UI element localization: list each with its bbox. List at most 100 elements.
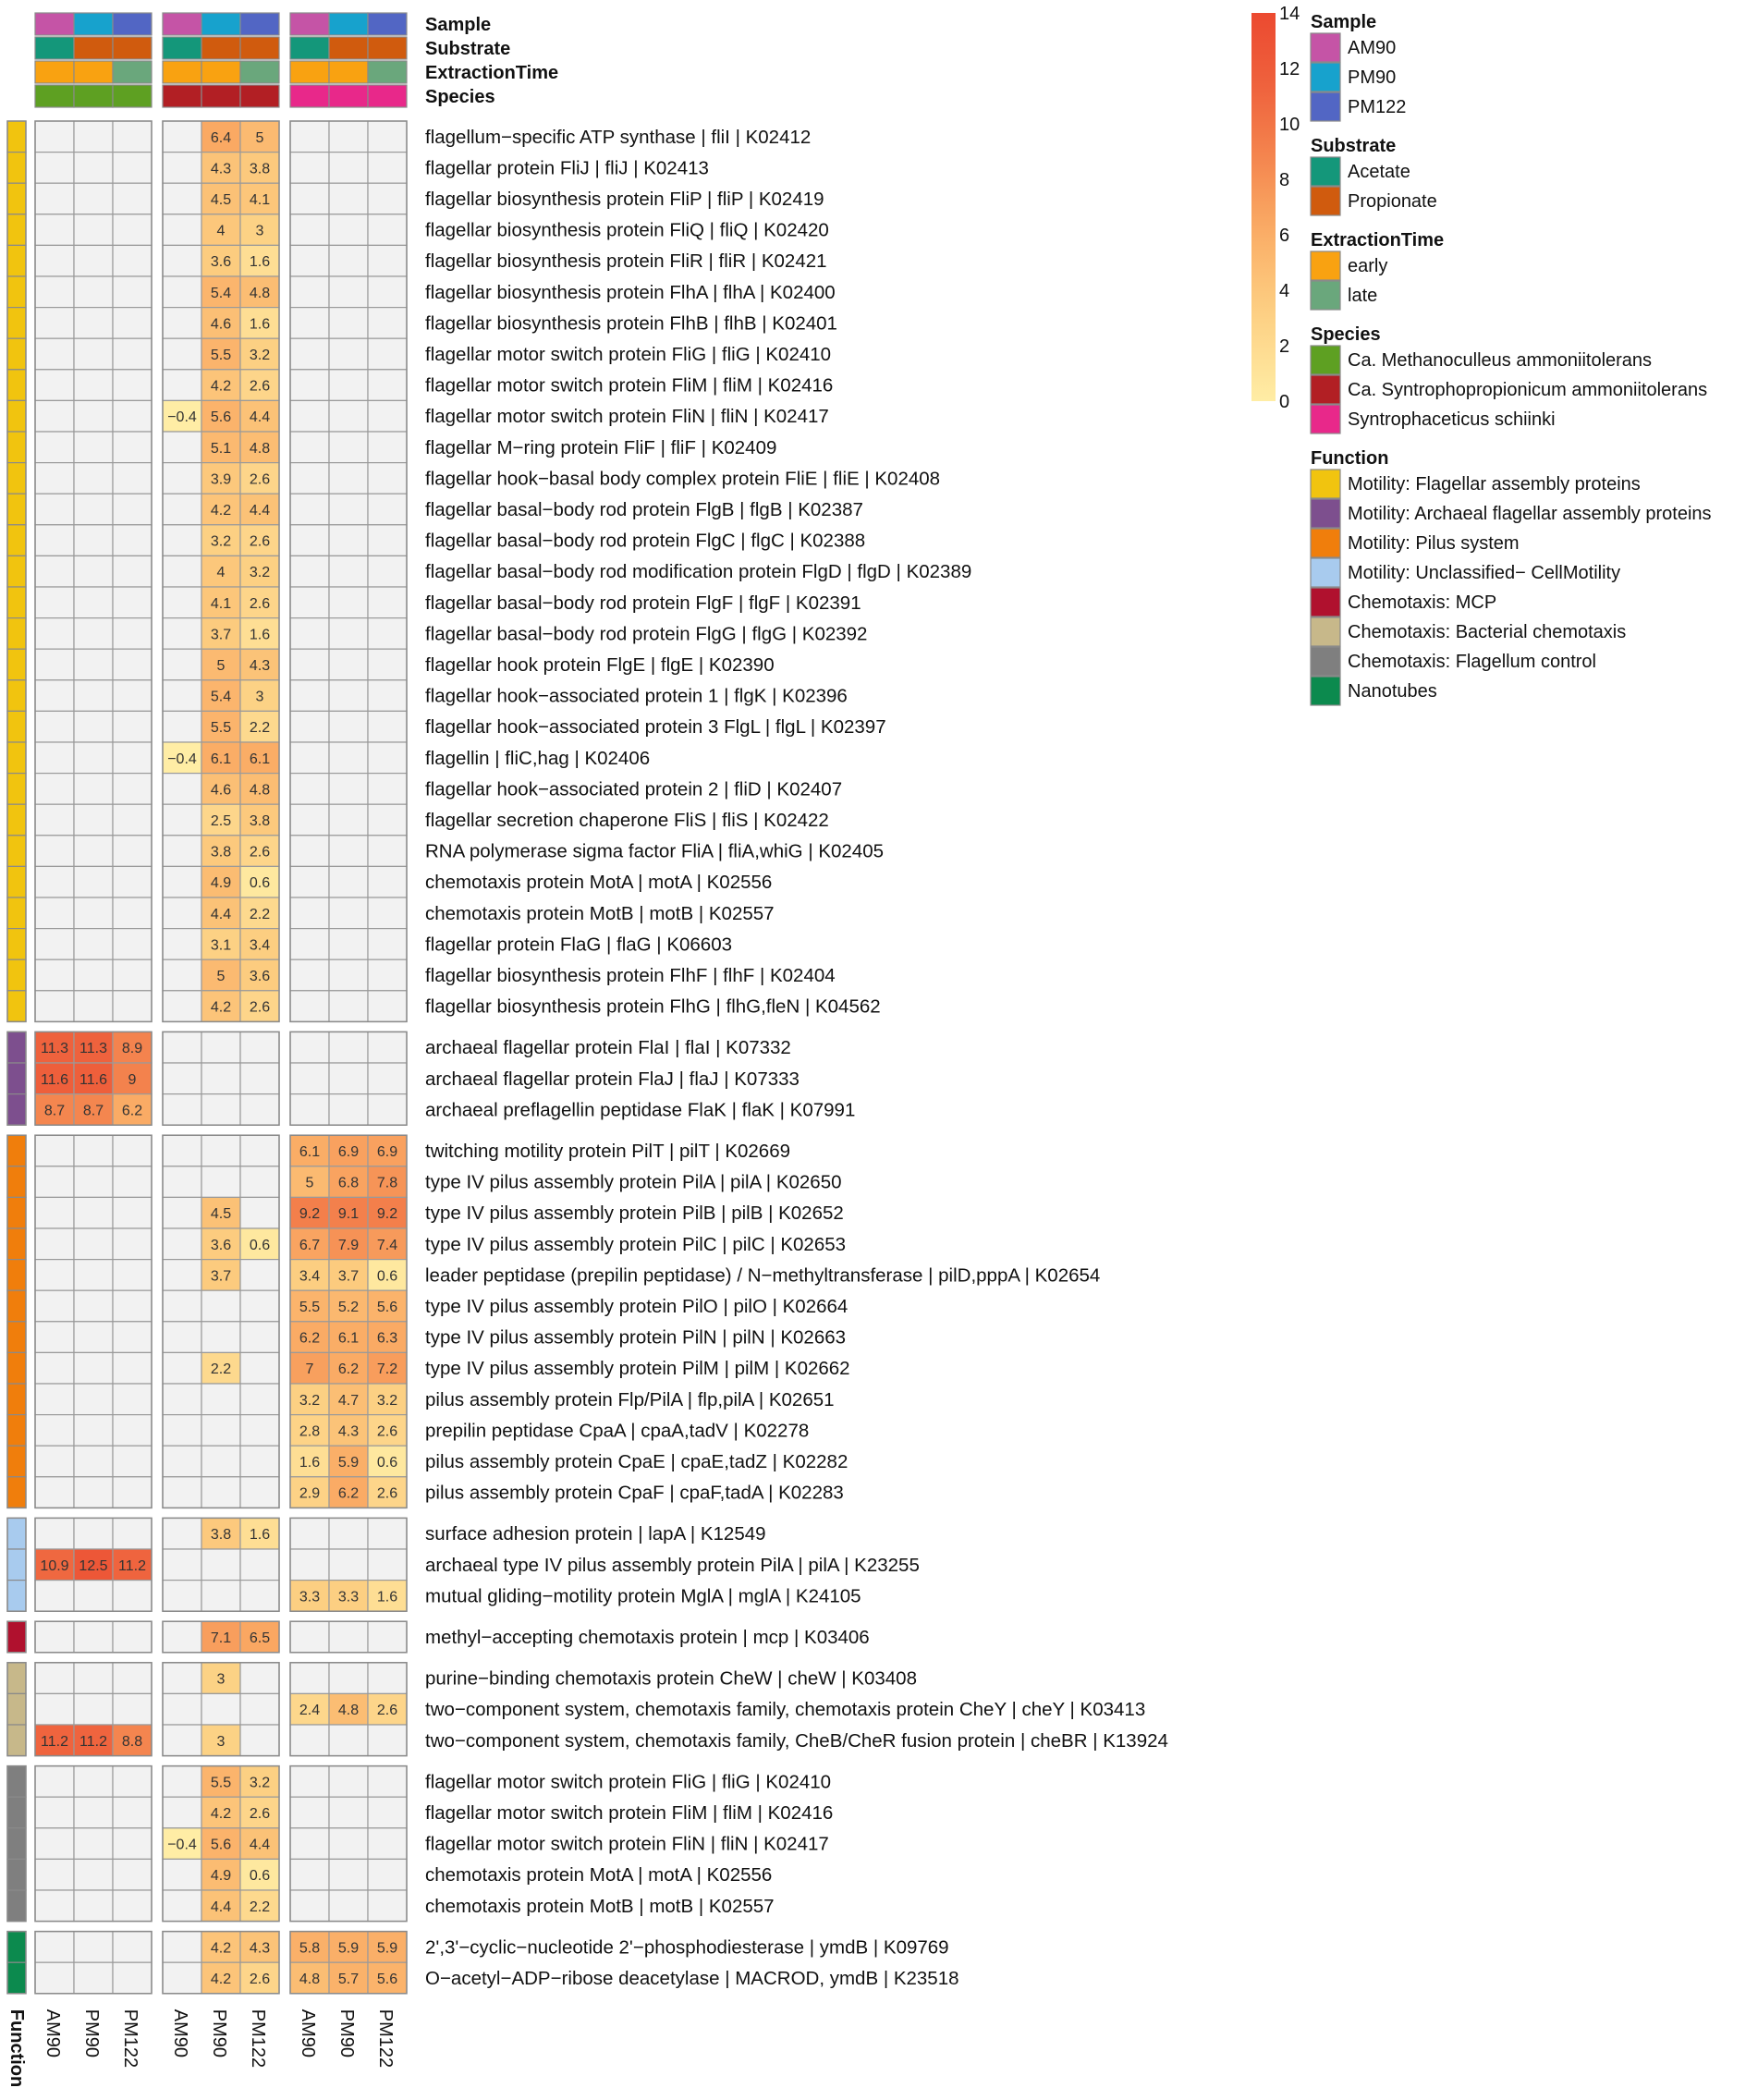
heatmap-cell bbox=[73, 1692, 114, 1726]
heatmap-cell bbox=[162, 1062, 202, 1095]
heatmap-cell bbox=[328, 1548, 369, 1581]
heatmap-cell bbox=[367, 1093, 408, 1126]
cell-value-label: 11.3 bbox=[79, 1041, 107, 1056]
cell-value-label: 7 bbox=[306, 1361, 314, 1377]
cell-value-label: 3.7 bbox=[338, 1268, 359, 1284]
heatmap-cell bbox=[162, 1620, 202, 1654]
heatmap-cell bbox=[239, 275, 280, 309]
cell-value-label: 7.4 bbox=[377, 1238, 397, 1253]
heatmap-cell bbox=[34, 710, 75, 743]
heatmap-cell bbox=[289, 1889, 330, 1923]
heatmap-cell bbox=[289, 617, 330, 650]
function-cell bbox=[6, 462, 27, 494]
function-cell bbox=[6, 369, 27, 401]
function-cell bbox=[6, 1062, 27, 1095]
heatmap-cell bbox=[162, 1931, 202, 1963]
row-label: flagellar motor switch protein FliG | fl… bbox=[425, 1771, 831, 1792]
cell-value-label: 0.6 bbox=[377, 1268, 397, 1284]
heatmap-cell bbox=[112, 617, 153, 650]
heatmap-cell bbox=[289, 337, 330, 371]
annotation-cell-species bbox=[239, 84, 280, 108]
heatmap-cell bbox=[201, 1258, 241, 1291]
cell-value-label: 3.7 bbox=[211, 1268, 231, 1284]
heatmap-cell bbox=[367, 493, 408, 526]
annotation-cell-sample bbox=[201, 12, 241, 36]
legend-item-label: Chemotaxis: Flagellum control bbox=[1348, 652, 1596, 672]
colorbar-tick-label: 0 bbox=[1279, 392, 1289, 412]
heatmap-cell bbox=[239, 1476, 280, 1509]
heatmap-cell bbox=[162, 648, 202, 681]
cell-value-label: 4.8 bbox=[299, 1972, 320, 1987]
heatmap-cell bbox=[73, 1413, 114, 1447]
cell-value-label: 11.2 bbox=[41, 1734, 68, 1750]
legend-swatch bbox=[1310, 676, 1341, 706]
heatmap-cell bbox=[328, 1692, 369, 1726]
heatmap-cell bbox=[73, 244, 114, 277]
heatmap-cell bbox=[289, 990, 330, 1023]
heatmap-cell bbox=[73, 865, 114, 898]
group-block-border bbox=[162, 1662, 280, 1757]
function-cell bbox=[6, 958, 27, 992]
heatmap-cell bbox=[239, 307, 280, 339]
cell-value-label: 6.1 bbox=[299, 1144, 320, 1160]
function-group-border bbox=[6, 1517, 27, 1612]
cell-value-label: 4 bbox=[217, 224, 226, 239]
heatmap-cell bbox=[162, 1383, 202, 1416]
heatmap-cell bbox=[34, 1134, 75, 1167]
heatmap-cell bbox=[201, 865, 241, 898]
cell-value-label: 2.5 bbox=[211, 813, 231, 829]
heatmap-cell bbox=[201, 1093, 241, 1126]
heatmap-cell bbox=[112, 524, 153, 556]
row-label: type IV pilus assembly protein PilO | pi… bbox=[425, 1296, 848, 1317]
row-label: flagellar basal−body rod protein FlgB | … bbox=[425, 499, 863, 520]
function-cell bbox=[6, 399, 27, 433]
heatmap-cell bbox=[201, 1134, 241, 1167]
cell-value-label: 5.5 bbox=[211, 348, 231, 363]
heatmap-cell bbox=[201, 1062, 241, 1095]
function-cell bbox=[6, 1258, 27, 1291]
heatmap-cell bbox=[34, 431, 75, 464]
cell-value-label: 9.2 bbox=[377, 1206, 397, 1222]
row-label: flagellar hook−associated protein 2 | fl… bbox=[425, 778, 842, 800]
heatmap-cell bbox=[34, 1196, 75, 1229]
heatmap-cell bbox=[367, 1062, 408, 1095]
heatmap-cell bbox=[73, 1258, 114, 1291]
heatmap-cell bbox=[367, 275, 408, 309]
annotation-cell-extractiontime bbox=[367, 60, 408, 84]
heatmap-cell bbox=[73, 182, 114, 215]
heatmap-cell bbox=[73, 1134, 114, 1167]
cell-value-label: 5 bbox=[217, 969, 226, 984]
legend-item-label: Syntrophaceticus schiinki bbox=[1348, 409, 1556, 430]
function-group-border bbox=[6, 1662, 27, 1757]
heatmap-cell bbox=[367, 1548, 408, 1581]
row-label: flagellar hook−associated protein 3 FlgL… bbox=[425, 716, 886, 738]
heatmap-cell bbox=[34, 555, 75, 588]
function-cell bbox=[6, 1413, 27, 1447]
legend-swatch bbox=[1310, 587, 1341, 617]
function-cell bbox=[6, 214, 27, 247]
row-label: type IV pilus assembly protein PilM | pi… bbox=[425, 1358, 850, 1379]
annotation-cell-species bbox=[289, 84, 330, 108]
group-block-border bbox=[289, 1620, 408, 1654]
cell-value-label: 2.6 bbox=[250, 1806, 270, 1822]
group-block-border bbox=[289, 1517, 408, 1612]
heatmap-cell bbox=[162, 275, 202, 309]
heatmap-cell bbox=[367, 1476, 408, 1509]
annotation-cell-extractiontime bbox=[162, 60, 202, 84]
annotation-cell-sample bbox=[239, 12, 280, 36]
cell-value-label: 5 bbox=[256, 130, 264, 146]
heatmap-cell bbox=[239, 1351, 280, 1385]
annotation-cell-substrate bbox=[201, 36, 241, 60]
heatmap-cell bbox=[112, 1662, 153, 1695]
cell-value-label: 2.6 bbox=[250, 471, 270, 487]
heatmap-cell bbox=[367, 990, 408, 1023]
heatmap-cell bbox=[239, 1662, 280, 1695]
heatmap-cell bbox=[239, 337, 280, 371]
group-block-border bbox=[34, 1662, 153, 1757]
heatmap-cell bbox=[34, 741, 75, 775]
heatmap-cell bbox=[328, 1196, 369, 1229]
heatmap-cell bbox=[34, 1351, 75, 1385]
cell-value-label: 12.5 bbox=[79, 1558, 107, 1574]
cell-value-label: 4 bbox=[217, 565, 226, 580]
function-cell bbox=[6, 1445, 27, 1478]
